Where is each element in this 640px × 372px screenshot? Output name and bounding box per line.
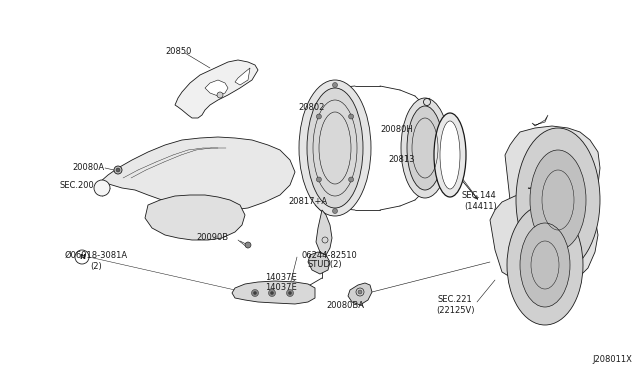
Polygon shape xyxy=(528,180,545,190)
Circle shape xyxy=(114,166,122,174)
Ellipse shape xyxy=(530,150,586,250)
Circle shape xyxy=(217,92,223,98)
Text: 20802: 20802 xyxy=(298,103,324,112)
Text: 20817+A: 20817+A xyxy=(288,198,327,206)
Circle shape xyxy=(349,114,354,119)
Circle shape xyxy=(287,289,294,296)
Text: 20080H: 20080H xyxy=(380,125,413,135)
Text: SEC.200: SEC.200 xyxy=(60,180,95,189)
Circle shape xyxy=(349,177,354,182)
Text: 06244-82510: 06244-82510 xyxy=(302,250,358,260)
Polygon shape xyxy=(532,115,548,126)
Polygon shape xyxy=(205,80,228,96)
Polygon shape xyxy=(490,190,598,288)
Circle shape xyxy=(316,114,321,119)
Text: N: N xyxy=(79,254,85,260)
Text: SEC.144: SEC.144 xyxy=(462,192,497,201)
Text: (14411): (14411) xyxy=(464,202,497,212)
Ellipse shape xyxy=(440,121,460,189)
Circle shape xyxy=(271,292,273,295)
Text: 20090B: 20090B xyxy=(196,234,228,243)
Polygon shape xyxy=(505,126,600,224)
Circle shape xyxy=(316,177,321,182)
Circle shape xyxy=(252,289,259,296)
Text: Ø06918-3081A: Ø06918-3081A xyxy=(65,250,128,260)
Ellipse shape xyxy=(516,128,600,272)
Circle shape xyxy=(358,290,362,294)
Circle shape xyxy=(245,242,251,248)
Text: (22125V): (22125V) xyxy=(436,307,474,315)
Circle shape xyxy=(333,208,337,214)
Circle shape xyxy=(289,292,291,295)
Text: SEC.221: SEC.221 xyxy=(438,295,473,305)
Text: (2): (2) xyxy=(90,262,102,270)
Polygon shape xyxy=(232,281,315,304)
Polygon shape xyxy=(348,283,372,305)
Ellipse shape xyxy=(401,98,449,198)
Ellipse shape xyxy=(507,205,583,325)
Text: 14037E: 14037E xyxy=(265,283,297,292)
Polygon shape xyxy=(316,210,332,255)
Text: 20080A: 20080A xyxy=(72,164,104,173)
Text: STUD(2): STUD(2) xyxy=(308,260,342,269)
Polygon shape xyxy=(235,68,250,85)
Ellipse shape xyxy=(307,88,363,208)
Circle shape xyxy=(116,168,120,172)
Text: 20850: 20850 xyxy=(165,48,191,57)
Circle shape xyxy=(269,289,275,296)
Polygon shape xyxy=(308,252,330,274)
Ellipse shape xyxy=(520,223,570,307)
Polygon shape xyxy=(145,195,245,240)
Circle shape xyxy=(94,180,110,196)
Circle shape xyxy=(333,83,337,87)
Ellipse shape xyxy=(299,80,371,216)
Text: J208011X: J208011X xyxy=(592,355,632,364)
Ellipse shape xyxy=(434,113,466,197)
Text: 20080BA: 20080BA xyxy=(326,301,364,310)
Polygon shape xyxy=(100,137,295,210)
Ellipse shape xyxy=(407,106,443,190)
Text: 14037E: 14037E xyxy=(265,273,297,282)
Text: 20813: 20813 xyxy=(388,155,415,164)
Circle shape xyxy=(253,292,257,295)
Polygon shape xyxy=(175,60,258,118)
